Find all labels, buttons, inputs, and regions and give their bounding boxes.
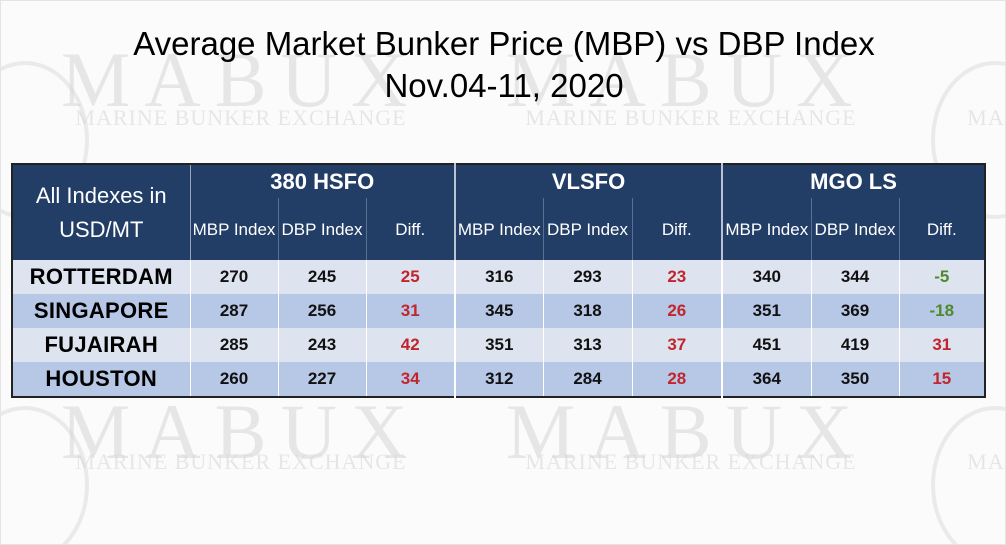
table-row-fujairah: FUJAIRAH 285 243 42 351 313 37 451 419 3… [12, 328, 986, 362]
corner-label: All Indexes in USD/MT [12, 164, 191, 260]
hsfo-mbp-value: 285 [189, 328, 278, 362]
table-body: ROTTERDAM 270 245 25 316 293 23 340 344 … [12, 260, 986, 397]
vlsfo-dbp-value: 318 [542, 294, 633, 328]
table-row-singapore: SINGAPORE 287 256 31 345 318 26 351 369 … [12, 294, 986, 328]
mgo-diff-value: 31 [898, 328, 986, 362]
sub-header-dbp: DBP Index [810, 198, 900, 260]
hsfo-dbp-value: 227 [277, 362, 366, 397]
watermark-partial: MA [967, 105, 1005, 130]
sub-header-diff: Diff. [898, 198, 986, 260]
group-header-hsfo: 380 HSFO [190, 164, 456, 198]
mgo-diff-value: -18 [898, 294, 986, 328]
vlsfo-mbp-value: 351 [454, 328, 544, 362]
sub-header-diff: Diff. [365, 198, 456, 260]
chart-title: Average Market Bunker Price (MBP) vs DBP… [133, 25, 875, 62]
vlsfo-diff-value: 37 [631, 328, 723, 362]
watermark-tagline: MARINE BUNKER EXCHANGE [525, 105, 857, 130]
hsfo-diff-value: 31 [365, 294, 456, 328]
hsfo-mbp-value: 287 [189, 294, 278, 328]
chart-subtitle: Nov.04-11, 2020 [384, 67, 624, 104]
mgo-mbp-value: 451 [721, 328, 812, 362]
mgo-dbp-value: 344 [810, 260, 900, 294]
hsfo-dbp-value: 243 [277, 328, 366, 362]
hsfo-dbp-value: 245 [277, 260, 366, 294]
sub-header-mbp: MBP Index [190, 198, 278, 260]
vlsfo-dbp-value: 313 [542, 328, 633, 362]
watermark-partial: MA [967, 449, 1005, 474]
group-header-mgo: MGO LS [721, 164, 986, 198]
hsfo-diff-value: 34 [365, 362, 456, 397]
sub-header-dbp: DBP Index [277, 198, 366, 260]
watermark-tagline: MARINE BUNKER EXCHANGE [75, 105, 407, 130]
hsfo-diff-value: 25 [365, 260, 456, 294]
sub-header-mbp: MBP Index [454, 198, 544, 260]
vlsfo-dbp-value: 284 [542, 362, 633, 397]
sub-header-diff: Diff. [631, 198, 723, 260]
mgo-dbp-value: 419 [810, 328, 900, 362]
mgo-dbp-value: 350 [810, 362, 900, 397]
index-table: All Indexes in USD/MT 380 HSFO VLSFO MGO… [11, 163, 987, 398]
hsfo-diff-value: 42 [365, 328, 456, 362]
table-row-houston: HOUSTON 260 227 34 312 284 28 364 350 15 [12, 362, 986, 397]
sub-header-mbp: MBP Index [721, 198, 812, 260]
watermark-brand: MABUX [506, 388, 867, 475]
watermark-tagline: MARINE BUNKER EXCHANGE [75, 449, 407, 474]
mgo-dbp-value: 369 [810, 294, 900, 328]
sub-header-dbp: DBP Index [542, 198, 633, 260]
mgo-mbp-value: 364 [721, 362, 812, 397]
port-name: SINGAPORE [12, 294, 190, 328]
mgo-diff-value: 15 [898, 362, 986, 397]
vlsfo-diff-value: 28 [631, 362, 723, 397]
port-name: HOUSTON [12, 362, 190, 397]
port-name: FUJAIRAH [12, 328, 190, 362]
table-row-rotterdam: ROTTERDAM 270 245 25 316 293 23 340 344 … [12, 260, 986, 294]
port-name: ROTTERDAM [12, 260, 190, 294]
mgo-mbp-value: 351 [721, 294, 812, 328]
watermark-tagline: MARINE BUNKER EXCHANGE [525, 449, 857, 474]
vlsfo-mbp-value: 316 [454, 260, 544, 294]
sub-header-row: MBP Index DBP Index Diff. MBP Index DBP … [12, 198, 986, 260]
vlsfo-diff-value: 26 [631, 294, 723, 328]
mgo-mbp-value: 340 [721, 260, 812, 294]
watermark-arc [931, 406, 1005, 544]
vlsfo-dbp-value: 293 [542, 260, 633, 294]
vlsfo-mbp-value: 345 [454, 294, 544, 328]
vlsfo-diff-value: 23 [631, 260, 723, 294]
group-header-row: All Indexes in USD/MT 380 HSFO VLSFO MGO… [12, 164, 986, 260]
group-header-vlsfo: VLSFO [454, 164, 723, 198]
hsfo-mbp-value: 260 [189, 362, 278, 397]
watermark-arc [1, 406, 89, 544]
watermark-brand: MABUX [61, 388, 422, 475]
hsfo-dbp-value: 256 [277, 294, 366, 328]
vlsfo-mbp-value: 312 [454, 362, 544, 397]
chart-title-block: Average Market Bunker Price (MBP) vs DBP… [1, 23, 1005, 107]
mgo-diff-value: -5 [898, 260, 986, 294]
hsfo-mbp-value: 270 [189, 260, 278, 294]
